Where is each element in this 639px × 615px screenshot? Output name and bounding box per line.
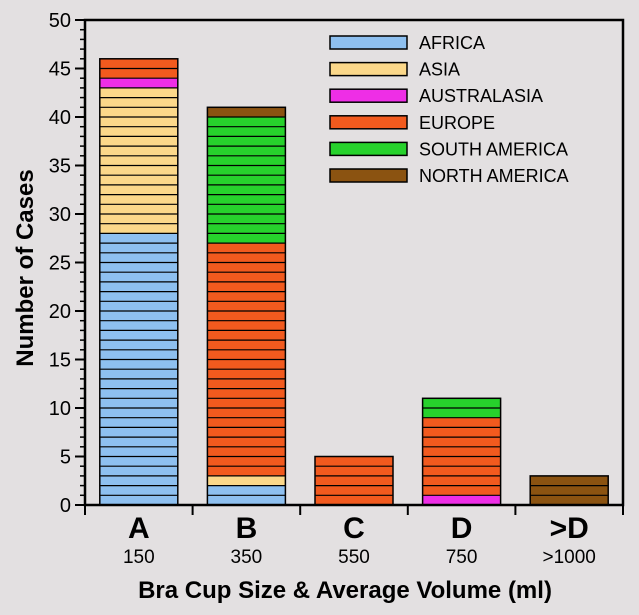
y-tick-label: 40 [49, 107, 71, 129]
x-category-label: B [236, 512, 258, 545]
bar-segment-a-australasia [99, 78, 178, 88]
y-axis-title: Number of Cases [12, 169, 39, 366]
legend-swatch-asia [329, 61, 408, 77]
y-tick-label: 0 [60, 495, 71, 517]
y-tick-label: 30 [49, 204, 71, 226]
bar-segment-b-asia [207, 475, 286, 486]
y-tick-label: 45 [49, 59, 71, 81]
legend-swatch-europe [329, 115, 408, 130]
bar-segment-d-north-america [530, 475, 609, 505]
x-category-label: D [451, 512, 473, 545]
bar-segment-c-europe [315, 456, 393, 505]
bar-segment-d-australasia [422, 495, 501, 505]
legend-label-australasia: AUSTRALASIA [419, 86, 543, 106]
legend-label-north-america: NORTH AMERICA [419, 166, 569, 186]
x-category-label: A [128, 512, 150, 545]
legend-swatch-africa [329, 35, 408, 50]
legend-swatch-north-america [329, 168, 408, 183]
bar-segment-a-asia [99, 87, 178, 234]
legend-label-africa: AFRICA [419, 33, 485, 53]
y-tick-label: 50 [49, 10, 71, 32]
y-tick-label: 25 [49, 253, 71, 275]
bar-segment-b-north-america [207, 107, 286, 117]
x-category-sublabel: 750 [446, 547, 478, 568]
y-tick-label: 10 [49, 398, 71, 420]
legend-swatch-south-america [329, 141, 408, 157]
legend-label-europe: EUROPE [419, 113, 495, 133]
x-category-label: C [343, 512, 365, 545]
bar-segment-b-south-america [207, 117, 286, 244]
x-category-sublabel: 150 [123, 547, 155, 568]
x-category-label: >D [550, 512, 589, 545]
x-category-sublabel: 350 [231, 547, 263, 568]
x-category-sublabel: 550 [338, 547, 370, 568]
y-tick-label: 5 [60, 447, 71, 469]
legend-label-asia: ASIA [419, 60, 460, 80]
x-category-sublabel: >1000 [543, 547, 596, 568]
y-tick-label: 20 [49, 301, 71, 323]
legend: AFRICA ASIA AUSTRALASIA EUROPE SOUTH AMERICA… [329, 33, 569, 186]
legend-swatch-australasia [329, 88, 408, 103]
legend-label-south-america: SOUTH AMERICA [419, 139, 568, 159]
y-tick-label: 15 [49, 350, 71, 372]
y-tick-label: 35 [49, 156, 71, 178]
bars-layer [99, 58, 609, 506]
x-axis-title: Bra Cup Size & Average Volume (ml) [138, 577, 552, 604]
